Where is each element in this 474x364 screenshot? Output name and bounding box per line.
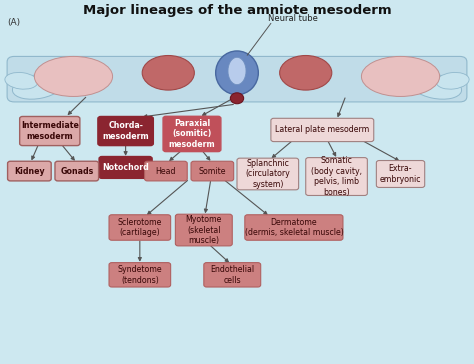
Text: Kidney: Kidney <box>14 167 45 175</box>
FancyBboxPatch shape <box>245 215 343 240</box>
Text: Myotome
(skeletal
muscle): Myotome (skeletal muscle) <box>186 215 222 245</box>
FancyBboxPatch shape <box>8 161 51 181</box>
Text: Lateral plate mesoderm: Lateral plate mesoderm <box>275 126 369 134</box>
FancyBboxPatch shape <box>204 263 261 287</box>
Text: Neural tube: Neural tube <box>268 15 318 23</box>
Text: Syndetome
(tendons): Syndetome (tendons) <box>118 265 162 285</box>
FancyBboxPatch shape <box>109 215 171 240</box>
FancyBboxPatch shape <box>191 161 234 181</box>
Text: Head: Head <box>155 167 176 175</box>
FancyBboxPatch shape <box>237 158 299 190</box>
Text: Splanchnic
(circulatory
system): Splanchnic (circulatory system) <box>246 159 290 189</box>
FancyBboxPatch shape <box>175 214 232 246</box>
Ellipse shape <box>34 56 113 96</box>
Text: Paraxial
(somitic)
mesoderm: Paraxial (somitic) mesoderm <box>169 119 215 149</box>
Text: Somite: Somite <box>199 167 226 175</box>
Ellipse shape <box>216 51 258 95</box>
Text: Major lineages of the amniote mesoderm: Major lineages of the amniote mesoderm <box>82 4 392 17</box>
Ellipse shape <box>142 55 194 90</box>
Ellipse shape <box>280 55 332 90</box>
Text: Gonads: Gonads <box>60 167 93 175</box>
FancyBboxPatch shape <box>55 161 99 181</box>
Ellipse shape <box>230 93 244 104</box>
Ellipse shape <box>228 57 246 84</box>
Text: Intermediate
mesoderm: Intermediate mesoderm <box>21 121 79 141</box>
Text: Extra-
embryonic: Extra- embryonic <box>380 164 421 184</box>
FancyBboxPatch shape <box>271 118 374 142</box>
Ellipse shape <box>436 72 469 89</box>
Text: Endothelial
cells: Endothelial cells <box>210 265 255 285</box>
Ellipse shape <box>5 72 38 89</box>
Text: (A): (A) <box>7 18 20 27</box>
FancyBboxPatch shape <box>376 161 425 187</box>
FancyBboxPatch shape <box>145 161 187 181</box>
Ellipse shape <box>410 74 462 99</box>
Text: Dermatome
(dermis, skeletal muscle): Dermatome (dermis, skeletal muscle) <box>245 218 343 237</box>
FancyBboxPatch shape <box>109 263 171 287</box>
FancyBboxPatch shape <box>98 116 153 146</box>
Ellipse shape <box>361 56 439 96</box>
Text: Chorda-
mesoderm: Chorda- mesoderm <box>102 121 149 141</box>
Ellipse shape <box>12 74 64 99</box>
Text: Notochord: Notochord <box>102 163 149 172</box>
FancyBboxPatch shape <box>7 56 467 102</box>
FancyBboxPatch shape <box>306 158 367 195</box>
FancyBboxPatch shape <box>163 116 221 151</box>
FancyBboxPatch shape <box>19 116 80 146</box>
FancyBboxPatch shape <box>99 157 152 178</box>
Text: Somatic
(body cavity,
pelvis, limb
bones): Somatic (body cavity, pelvis, limb bones… <box>311 157 362 197</box>
Text: Sclerotome
(cartilage): Sclerotome (cartilage) <box>118 218 162 237</box>
